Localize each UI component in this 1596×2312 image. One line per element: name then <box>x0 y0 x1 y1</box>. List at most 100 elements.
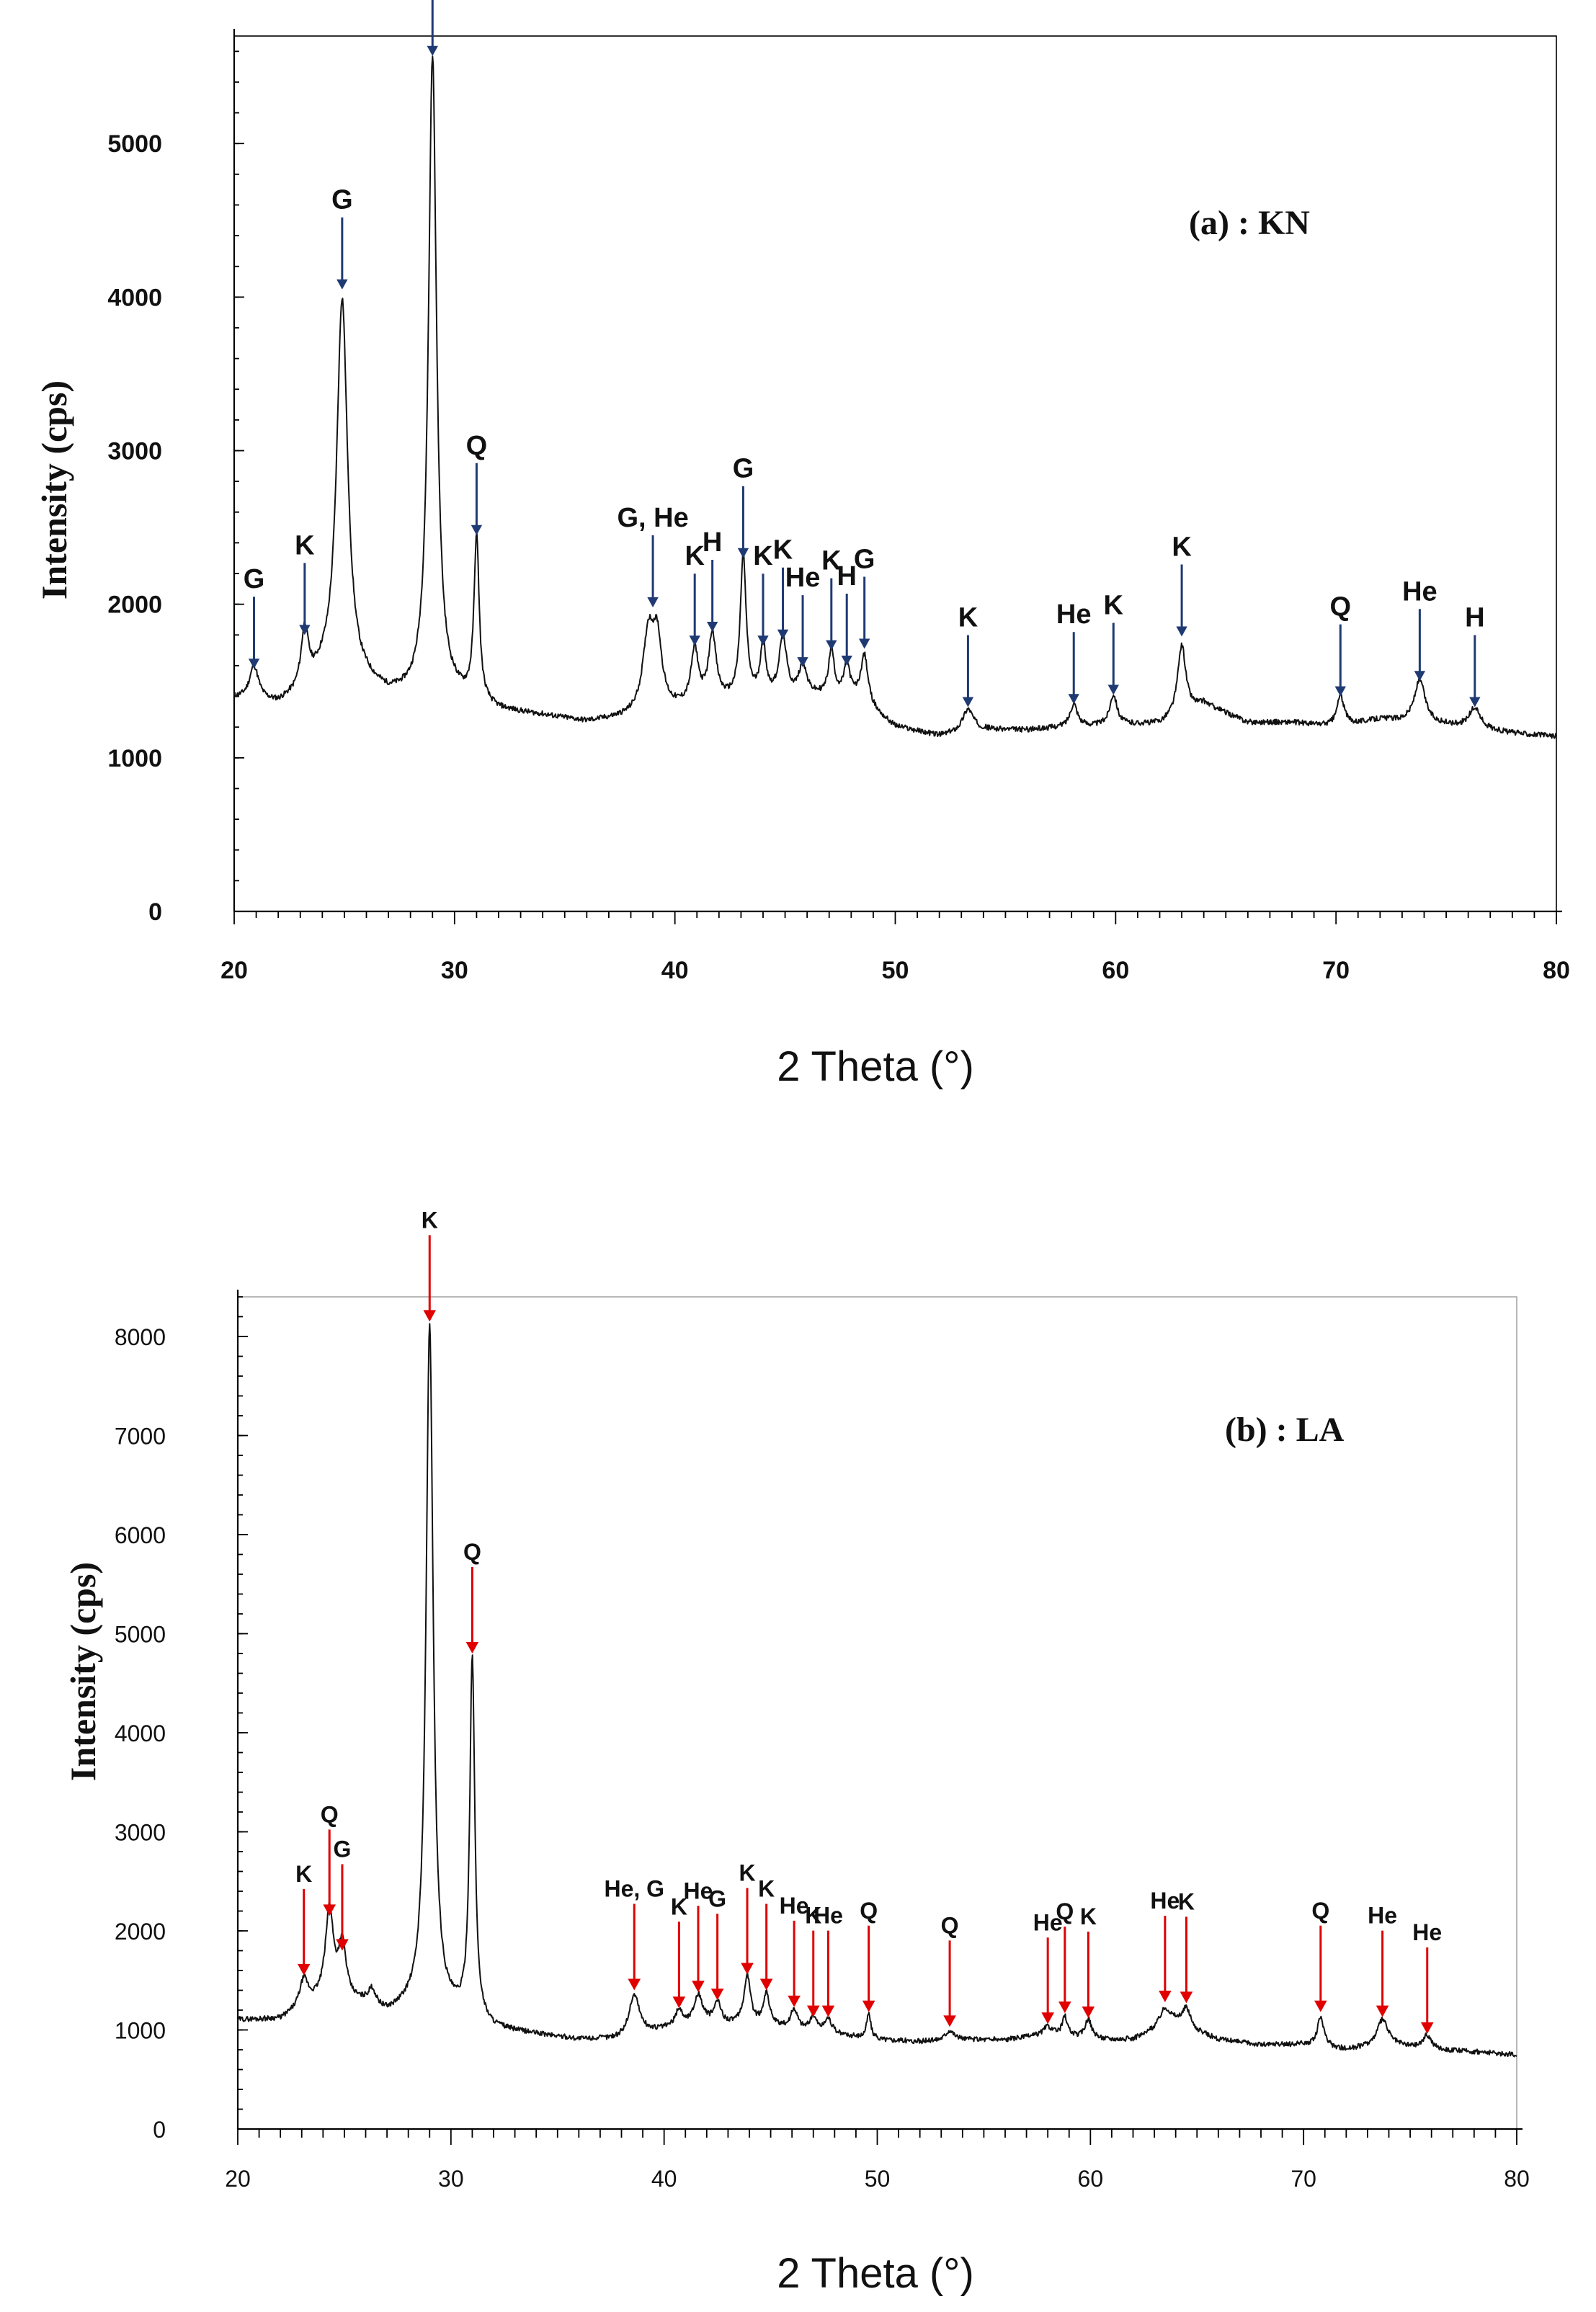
peak-annotation: Q <box>941 1912 959 2027</box>
chart-a-x-title: 2 Theta (°) <box>777 1043 974 1090</box>
annotation-arrow-head <box>336 279 348 290</box>
annotation-arrow-head <box>1176 626 1187 637</box>
annotation-arrow-head <box>826 640 837 651</box>
annotation-arrow-head <box>471 525 483 535</box>
peak-annotation: Q <box>860 1898 878 2012</box>
chart-b-la: 0 1000 2000 3000 4000 5000 6000 7000 8000 20 30 40… <box>63 1207 1530 2297</box>
annotation-arrow-head <box>858 638 870 649</box>
peak-annotation: Q <box>321 1801 339 1916</box>
annotation-label: He <box>1402 576 1437 607</box>
peak-annotation: G <box>708 1885 726 2001</box>
annotation-label: K <box>685 541 705 571</box>
annotation-arrow-head <box>806 2005 820 2017</box>
peak-annotation: K <box>295 1861 312 1976</box>
x-tick-label: 70 <box>1322 957 1350 984</box>
peak-annotation: G <box>331 185 353 290</box>
peak-annotation: He <box>1412 1919 1442 2034</box>
chart-a-y-title: Intensity (cps) <box>34 380 74 599</box>
y-tick-label: 3000 <box>107 438 162 465</box>
annotation-label: K <box>295 1861 312 1887</box>
peak-annotation: K <box>671 1893 687 2009</box>
peak-annotation: Q <box>1056 1898 1074 2014</box>
peak-annotation: He <box>785 563 820 668</box>
annotation-label: K <box>422 1207 438 1233</box>
peak-annotation: G, He <box>617 503 689 607</box>
annotation-label: G <box>331 185 353 215</box>
annotation-arrow-head <box>689 635 700 646</box>
peak-annotation: He <box>1150 1888 1180 2002</box>
annotation-arrow-head <box>1180 1991 1193 2004</box>
annotation-label: K <box>805 1903 821 1929</box>
annotation-arrow-head <box>423 1310 437 1322</box>
y-tick-label: 2000 <box>115 1919 166 1945</box>
chart-b-x-title: 2 Theta (°) <box>777 2250 974 2297</box>
annotation-label: Q <box>321 1801 339 1827</box>
peak-annotation: K <box>773 535 793 640</box>
annotation-label: K <box>1172 532 1192 562</box>
annotation-arrow-head <box>943 2015 956 2027</box>
annotation-arrow-head <box>1469 697 1481 708</box>
annotation-label: He <box>780 1893 809 1919</box>
peak-annotation: K <box>1178 1888 1195 2004</box>
annotation-arrow-head <box>1041 2012 1054 2025</box>
annotation-label: K <box>958 603 978 633</box>
peak-annotation: He <box>1368 1903 1397 2017</box>
annotation-label: K <box>295 530 315 561</box>
peak-annotation: K <box>427 0 438 56</box>
peak-annotation: K <box>1080 1903 1097 2018</box>
annotation-arrow-head <box>647 597 659 607</box>
annotation-label: K <box>821 546 842 576</box>
annotation-label: He <box>1033 1909 1063 1935</box>
y-tick-label: 3000 <box>115 1820 166 1846</box>
annotation-arrow-head <box>628 1978 641 1991</box>
annotation-label: K <box>753 541 773 571</box>
x-tick-label: 50 <box>882 957 909 984</box>
peak-annotation: K <box>805 1903 821 2017</box>
chart-b-intensity-trace <box>237 1323 1517 2058</box>
annotation-arrow-head <box>299 625 311 635</box>
annotation-label: He <box>684 1878 713 1903</box>
peak-annotation: Q <box>1311 1898 1329 2012</box>
annotation-arrow-head <box>1159 1991 1172 2002</box>
y-tick-label: 4000 <box>115 1720 166 1746</box>
annotation-label: K <box>1178 1888 1195 1914</box>
x-tick-label: 40 <box>651 2166 677 2192</box>
chart-b-y-title: Intensity (cps) <box>63 1562 103 1781</box>
peak-annotation: H <box>1465 603 1485 708</box>
annotation-label: Q <box>1330 592 1352 622</box>
x-tick-label: 60 <box>1102 957 1129 984</box>
peak-annotation: He <box>1056 599 1092 705</box>
annotation-label: Q <box>466 431 488 461</box>
annotation-label: He <box>1368 1903 1397 1929</box>
peak-annotation: He <box>684 1878 713 1993</box>
peak-annotation: H <box>703 527 722 633</box>
annotation-label: He, G <box>604 1876 664 1902</box>
annotation-label: K <box>758 1876 775 1902</box>
chart-b-y-axis: 0 1000 2000 3000 4000 5000 6000 7000 8000 <box>115 1290 248 2143</box>
annotation-label: K <box>671 1893 687 1919</box>
annotation-arrow-head <box>862 2000 875 2012</box>
peak-annotation: G <box>854 545 875 649</box>
y-tick-label: 5000 <box>107 130 162 158</box>
annotation-arrow-head <box>841 655 852 666</box>
annotation-arrow-head <box>757 635 769 646</box>
peak-annotation: K <box>758 1876 775 1991</box>
y-tick-label: 5000 <box>115 1622 166 1648</box>
annotation-arrow-head <box>336 1939 349 1951</box>
annotation-arrow-head <box>962 697 974 708</box>
annotation-label: He <box>813 1903 843 1929</box>
x-tick-label: 40 <box>661 957 689 984</box>
annotation-label: H <box>837 561 856 592</box>
annotation-arrow-head <box>706 622 718 633</box>
peak-annotation: He <box>1033 1909 1063 2025</box>
chart-b-x-axis: 20 30 40 50 60 70 80 <box>225 2128 1530 2192</box>
annotation-label: Q <box>1056 1898 1074 1924</box>
annotation-arrow-head <box>1068 694 1079 705</box>
chart-a-plot-frame <box>233 35 1557 912</box>
annotation-label: H <box>1465 603 1484 633</box>
annotation-arrow-head <box>759 1978 773 1991</box>
peak-annotation: K <box>739 1860 756 1975</box>
